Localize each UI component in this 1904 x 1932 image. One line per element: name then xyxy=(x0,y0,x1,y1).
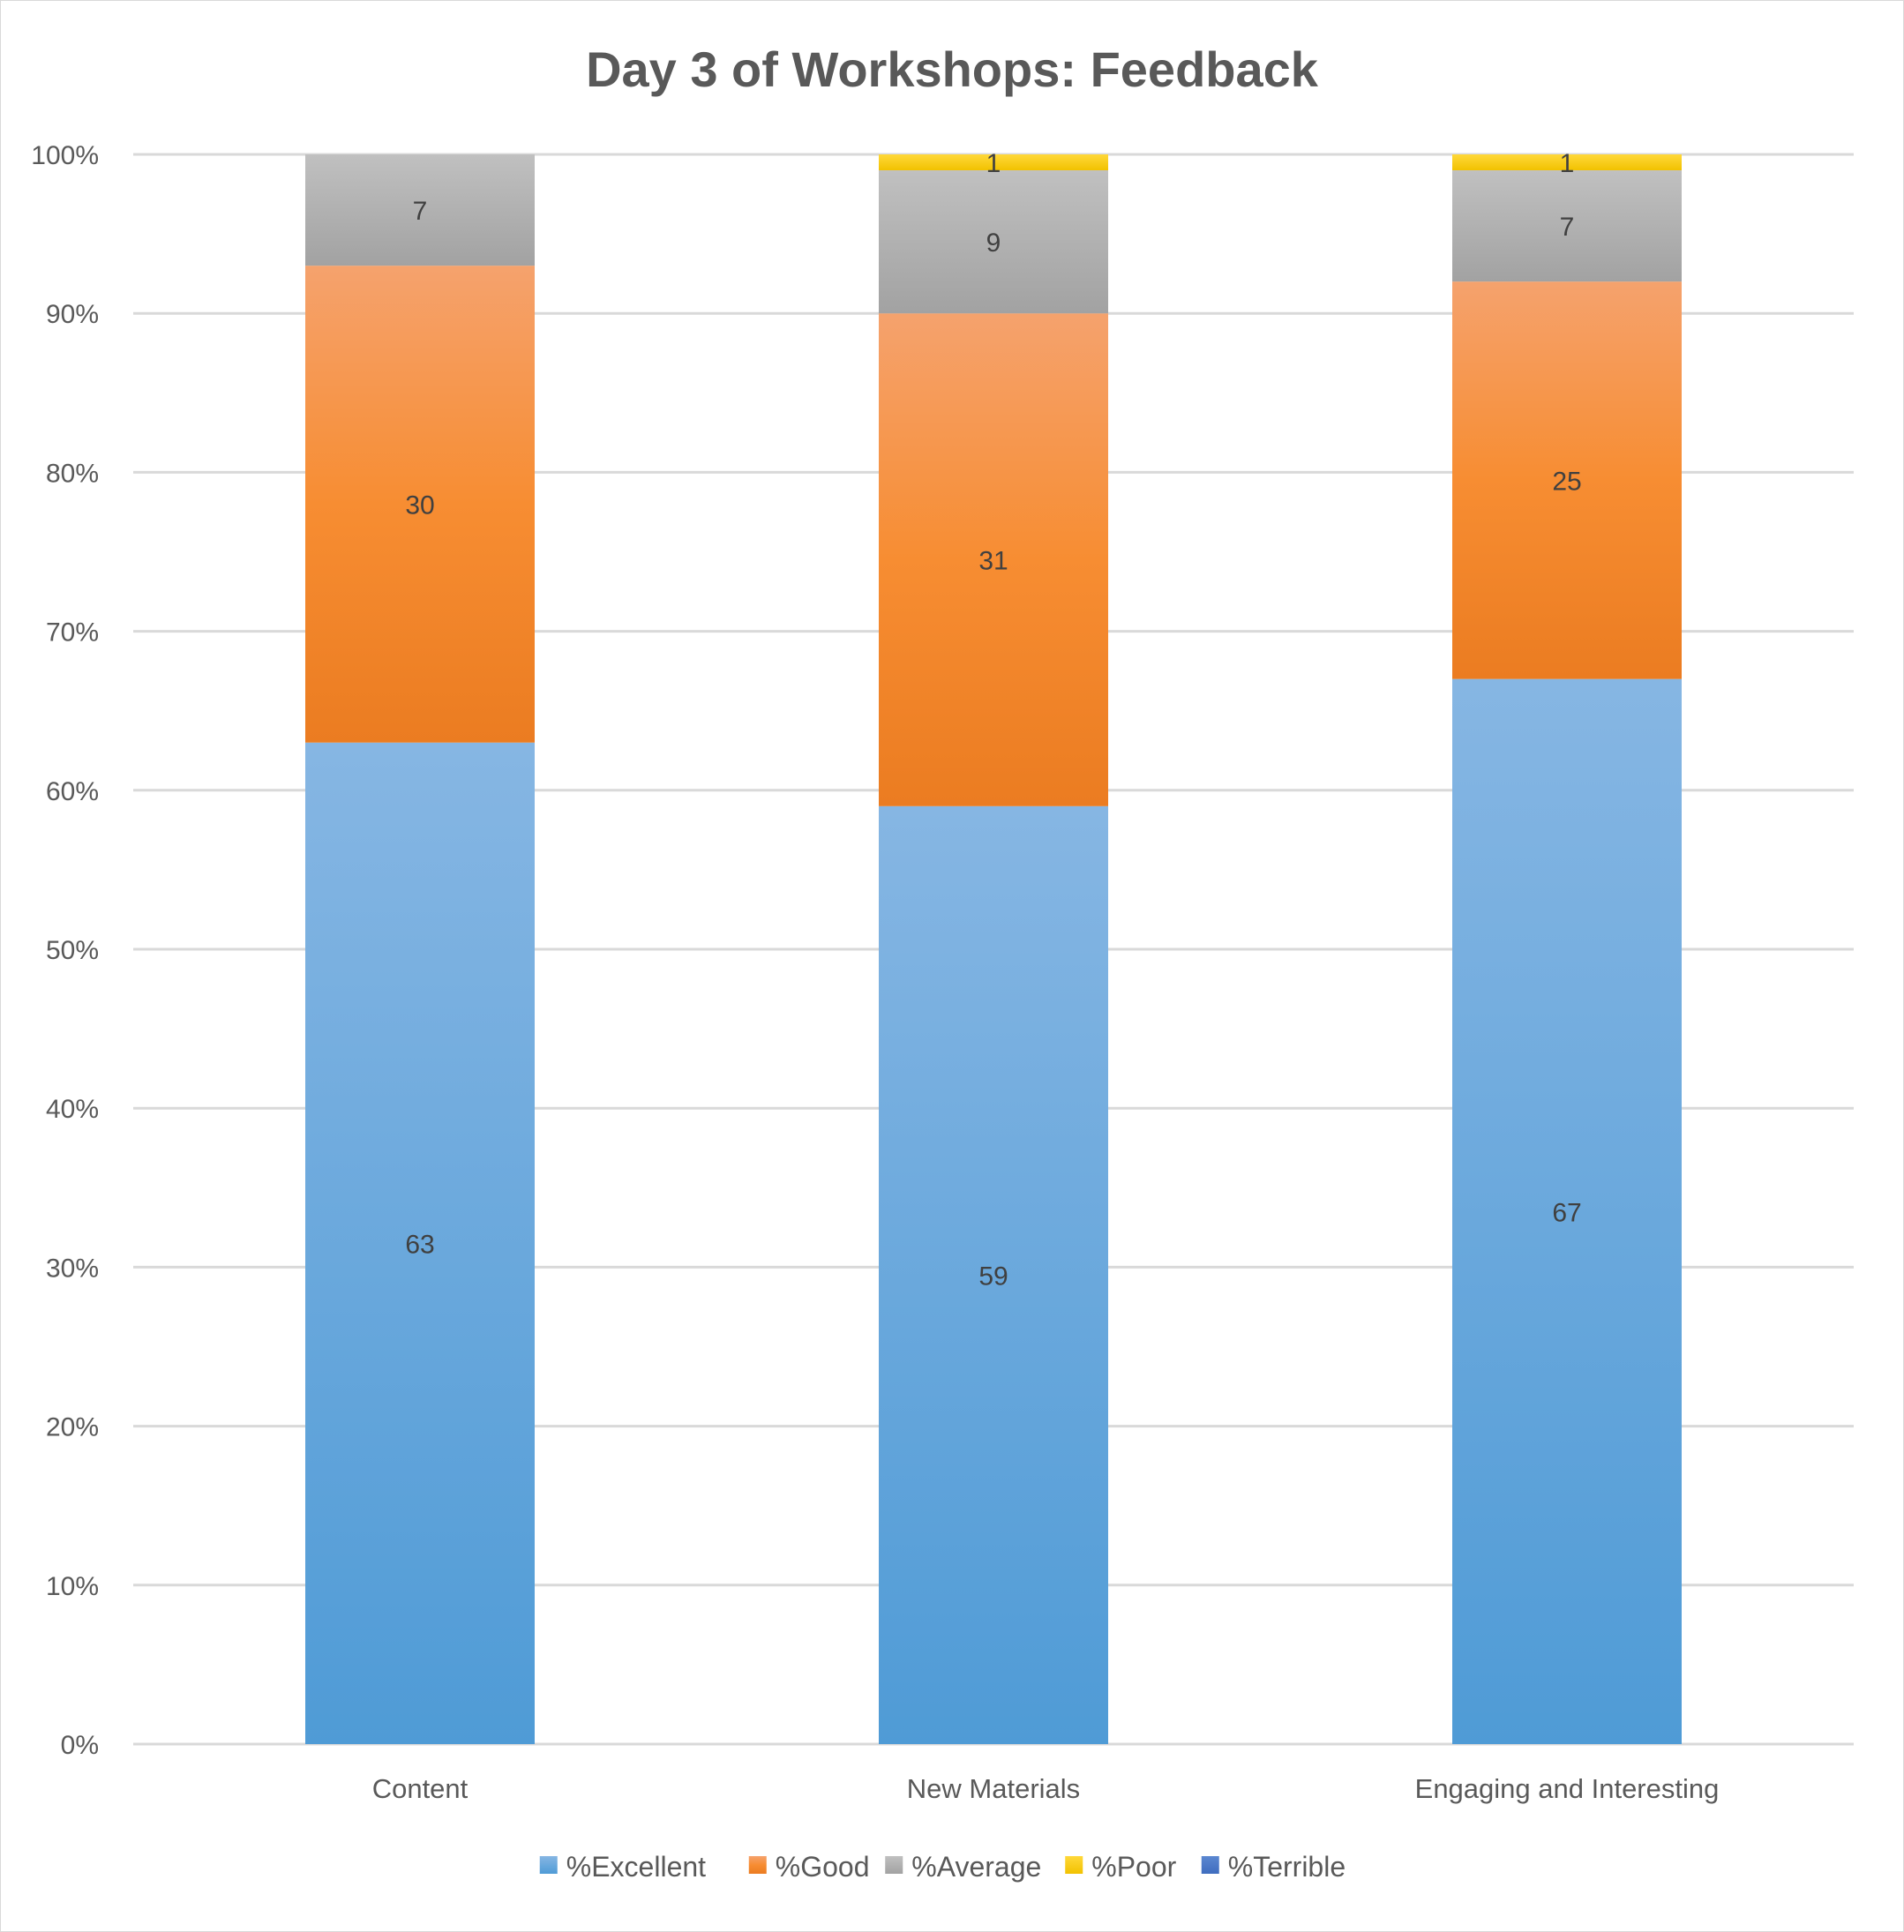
data-label: 59 xyxy=(978,1262,1008,1291)
y-tick-label: 50% xyxy=(46,936,99,965)
legend-label: %Terrible xyxy=(1228,1851,1346,1883)
y-tick-label: 60% xyxy=(46,777,99,806)
y-tick-label: 40% xyxy=(46,1095,99,1124)
y-tick-label: 30% xyxy=(46,1254,99,1283)
legend-label: %Poor xyxy=(1091,1851,1176,1883)
data-label: 25 xyxy=(1552,467,1581,496)
y-axis-ticks: 0% 10% 20% 30% 40% 50% 60% 70% 80% 90% 100% xyxy=(31,141,99,1760)
data-labels: 63 30 7 59 31 9 1 67 25 7 1 xyxy=(405,149,1581,1291)
bar-segment-poor xyxy=(1452,154,1682,171)
bar-segment-average xyxy=(305,154,535,266)
bar-segment-poor xyxy=(879,154,1108,171)
data-label: 1 xyxy=(1560,149,1575,178)
y-tick-label: 90% xyxy=(46,300,99,329)
legend-label: %Excellent xyxy=(566,1851,706,1883)
y-tick-label: 0% xyxy=(61,1731,99,1760)
data-label: 67 xyxy=(1552,1198,1581,1227)
y-tick-label: 80% xyxy=(46,459,99,488)
x-tick-label: New Materials xyxy=(907,1773,1080,1804)
bars xyxy=(305,154,1682,1745)
y-tick-label: 20% xyxy=(46,1413,99,1442)
data-label: 1 xyxy=(986,149,1001,178)
bar-segment-average xyxy=(879,170,1108,314)
legend-swatch xyxy=(885,1856,903,1874)
legend-label: %Average xyxy=(911,1851,1041,1883)
bar-segment-excellent xyxy=(879,805,1108,1744)
data-label: 31 xyxy=(978,547,1008,576)
data-label: 63 xyxy=(405,1230,434,1259)
legend-item: %Poor xyxy=(1065,1851,1177,1883)
y-tick-label: 100% xyxy=(31,141,99,170)
data-label: 7 xyxy=(1560,213,1575,242)
bar-segment-good xyxy=(305,266,535,743)
y-tick-label: 10% xyxy=(46,1572,99,1601)
x-tick-label: Content xyxy=(372,1773,469,1804)
legend-swatch xyxy=(748,1856,767,1874)
x-tick-label: Engaging and Interesting xyxy=(1415,1773,1720,1804)
bar-segment-average xyxy=(1452,170,1682,282)
data-label: 30 xyxy=(405,490,434,520)
legend-swatch xyxy=(539,1856,558,1874)
legend-swatch xyxy=(1201,1856,1219,1874)
legend-swatch xyxy=(1065,1856,1083,1874)
legend-item: %Average xyxy=(885,1851,1041,1883)
data-label: 9 xyxy=(986,228,1001,258)
x-axis-ticks: Content New Materials Engaging and Interes… xyxy=(372,1773,1720,1804)
y-tick-label: 70% xyxy=(46,618,99,648)
bar-segment-excellent xyxy=(1452,678,1682,1745)
chart-title: Day 3 of Workshops: Feedback xyxy=(586,41,1319,97)
legend-item: %Terrible xyxy=(1201,1851,1346,1883)
bar-segment-good xyxy=(1452,281,1682,679)
legend-item: %Excellent xyxy=(539,1851,706,1883)
bar-segment-excellent xyxy=(305,742,535,1744)
legend-item: %Good xyxy=(748,1851,870,1883)
bar-segment-good xyxy=(879,313,1108,806)
legend-label: %Good xyxy=(776,1851,870,1883)
data-label: 7 xyxy=(413,197,428,226)
legend: %Excellent %Good %Average %Poor %Terrible xyxy=(539,1851,1346,1883)
